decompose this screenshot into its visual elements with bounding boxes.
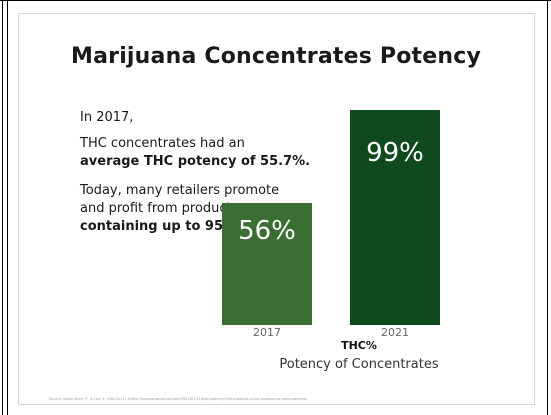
intro-text: In 2017, [80, 109, 133, 127]
bar-value-label-2017: 56% [238, 216, 296, 246]
x-axis-label: THC% [341, 339, 377, 352]
window-left-border-2 [7, 0, 8, 415]
average-potency-line-2: average THC potency of 55.7%. [80, 154, 311, 169]
retailers-line-2: and profit from products [80, 201, 239, 216]
x-tick-2021: 2021 [381, 326, 409, 339]
retailers-line-1: Today, many retailers promote [80, 183, 280, 198]
retailers-line-3a: containing [80, 219, 163, 234]
source-citation: Source: Jacob Sherr, F., & Lee, E. (Feb … [49, 397, 307, 401]
average-potency-text: THC concentrates had an average THC pote… [80, 135, 310, 171]
average-potency-line-1: THC concentrates had an [80, 136, 245, 151]
window-left-border [2, 0, 3, 415]
x-tick-2017: 2017 [253, 326, 281, 339]
window-right-border [547, 0, 548, 415]
bar-value-label-2021: 99% [366, 138, 424, 168]
slide-title: Marijuana Concentrates Potency [71, 44, 482, 69]
x-axis-subtitle: Potency of Concentrates [279, 357, 439, 372]
bar-2017: 56% [222, 203, 312, 325]
window-top-border [0, 0, 551, 1]
bar-2021: 99% [350, 110, 440, 325]
intro-line: In 2017, [80, 110, 134, 125]
slide: Marijuana Concentrates Potency In 2017, … [18, 13, 535, 405]
